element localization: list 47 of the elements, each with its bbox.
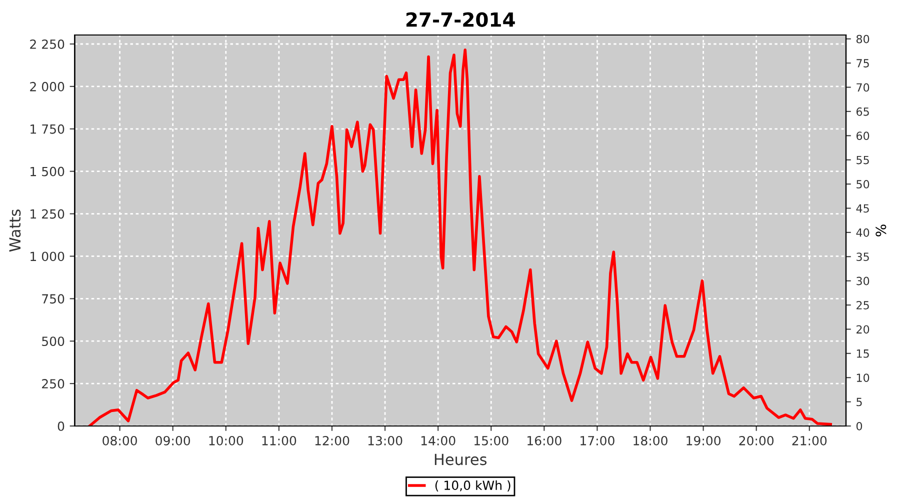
x-tick-label: 13:00 [368,436,402,446]
y2-tick-label: 55 [856,156,869,164]
y2-tick-label: 30 [856,276,870,286]
y2-tick-label: 5 [856,398,862,406]
x-tick-label: 20:00 [739,436,774,446]
y2-tick-label: 10 [856,374,870,382]
y-tick-label: 1 750 [30,124,64,134]
y2-tick-label: 60 [856,132,870,140]
line-series [88,48,832,426]
x-tick-label: 11:00 [262,436,296,446]
y2-tick-label: 15 [856,350,869,358]
y2-tick-label: 80 [856,34,870,44]
y-tick-label: 1 500 [30,166,64,176]
y2-tick-label: 25 [856,300,869,310]
x-tick-label: 21:00 [792,436,827,446]
y2-tick-label: 50 [856,180,870,188]
y2-tick-label: 20 [856,325,870,334]
chart-title: 27-7-2014 [406,12,515,27]
y-tick-label: 0 [58,421,64,431]
x-tick-label: 14:00 [421,436,456,446]
y-tick-label: 750 [42,294,64,304]
x-tick-label: 16:00 [528,436,562,446]
y-tick-label: 1 000 [30,252,64,262]
x-tick-label: 19:00 [686,436,720,446]
y2-axis-title: % [876,224,886,236]
x-tick-label: 15:00 [474,436,508,446]
y2-tick-label: 40 [856,228,870,237]
x-tick-label: 09:00 [156,436,190,446]
x-tick-label: 10:00 [209,436,244,446]
y-tick-label: 1 250 [30,209,64,219]
x-axis-title: Heures [434,454,487,466]
y2-tick-label: 45 [856,204,869,213]
y2-tick-label: 35 [856,252,869,262]
y-tick-label: 2 000 [30,82,64,92]
y2-tick-label: 65 [856,107,869,116]
x-tick-label: 18:00 [634,436,668,446]
y-axis-title: Watts [9,210,21,252]
y2-tick-label: 70 [856,83,870,92]
y-tick-label: 250 [42,379,64,388]
x-tick-label: 08:00 [102,436,137,446]
y2-tick-label: 0 [856,422,862,430]
x-tick-label: 12:00 [315,436,350,446]
legend-label: ( 10,0 kWh ) [435,480,510,492]
y2-tick-label: 75 [856,59,869,68]
y-tick-label: 2 250 [30,39,64,49]
x-tick-label: 17:00 [580,436,614,446]
y-tick-label: 500 [42,336,64,346]
